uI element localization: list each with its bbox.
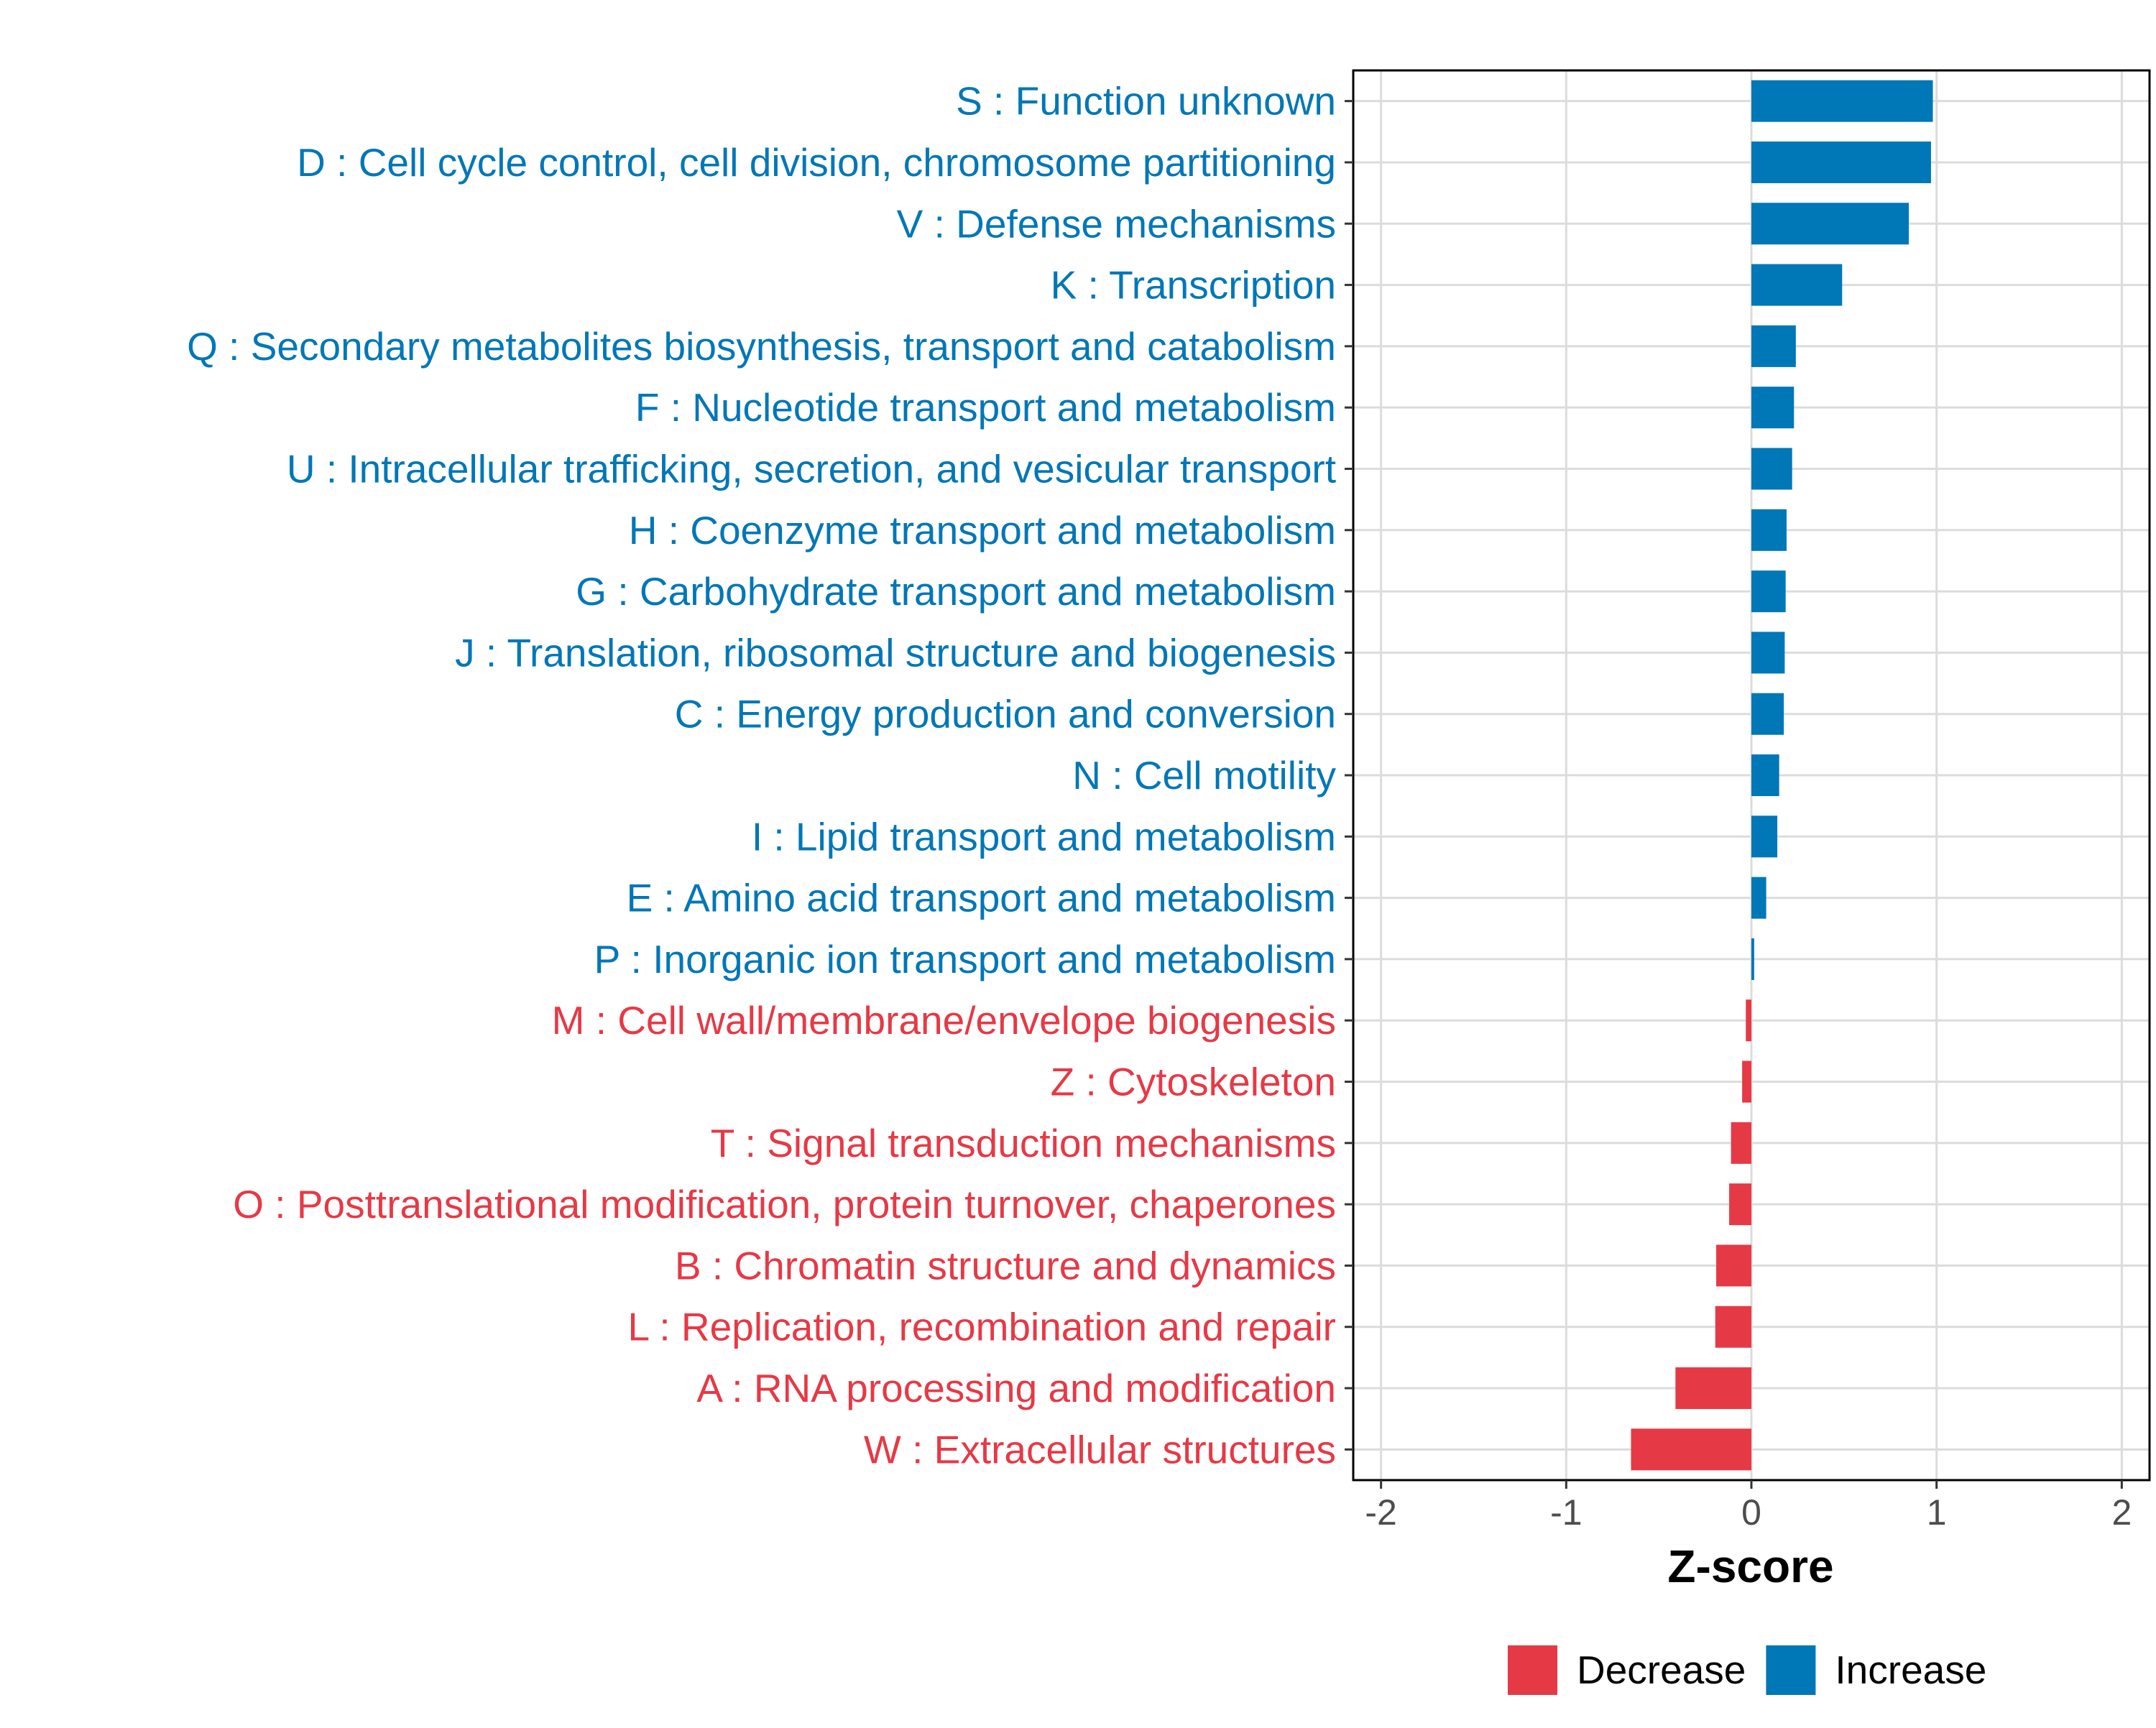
category-label: C : Energy production and conversion bbox=[675, 692, 1336, 736]
bar bbox=[1751, 80, 1933, 122]
category-label: G : Carbohydrate transport and metabolis… bbox=[576, 569, 1336, 614]
category-label: F : Nucleotide transport and metabolism bbox=[635, 385, 1336, 430]
category-label: J : Translation, ribosomal structure and… bbox=[455, 630, 1336, 675]
category-label: D : Cell cycle control, cell division, c… bbox=[297, 140, 1336, 185]
bar bbox=[1746, 999, 1751, 1042]
bar bbox=[1751, 203, 1909, 245]
category-label: Z : Cytoskeleton bbox=[1051, 1060, 1336, 1104]
category-label: I : Lipid transport and metabolism bbox=[752, 814, 1336, 859]
legend-swatch bbox=[1508, 1645, 1557, 1695]
category-label: S : Function unknown bbox=[956, 79, 1336, 124]
category-label: O : Posttranslational modification, prot… bbox=[233, 1182, 1336, 1226]
category-labels: S : Function unknown D : Cell cycle contr… bbox=[187, 79, 1336, 1472]
bar bbox=[1715, 1306, 1751, 1348]
bar bbox=[1751, 754, 1779, 797]
category-label: T : Signal transduction mechanisms bbox=[711, 1121, 1336, 1165]
category-label: A : RNA processing and modification bbox=[696, 1366, 1336, 1410]
x-tick-label: -1 bbox=[1550, 1492, 1582, 1533]
bar bbox=[1751, 264, 1843, 306]
category-label: U : Intracellular trafficking, secretion… bbox=[287, 446, 1336, 491]
bar bbox=[1751, 141, 1931, 183]
bar bbox=[1751, 816, 1778, 858]
legend-label: Decrease bbox=[1577, 1648, 1746, 1692]
bar bbox=[1751, 570, 1786, 613]
legend-label: Increase bbox=[1835, 1648, 1986, 1692]
bar bbox=[1675, 1367, 1751, 1410]
x-tick-label: 2 bbox=[2111, 1492, 2132, 1533]
bar bbox=[1751, 693, 1784, 735]
category-label: V : Defense mechanisms bbox=[897, 201, 1336, 246]
bar bbox=[1751, 632, 1785, 674]
x-tick-label: 1 bbox=[1927, 1492, 1947, 1533]
category-label: M : Cell wall/membrane/envelope biogenes… bbox=[552, 998, 1336, 1043]
category-label: Q : Secondary metabolites biosynthesis, … bbox=[187, 324, 1336, 369]
category-label: L : Replication, recombination and repai… bbox=[628, 1305, 1336, 1349]
bars-layer bbox=[1631, 80, 1933, 1471]
bar bbox=[1751, 448, 1792, 490]
category-label: P : Inorganic ion transport and metaboli… bbox=[594, 937, 1336, 981]
bar bbox=[1742, 1061, 1751, 1103]
bar bbox=[1729, 1183, 1751, 1226]
bar bbox=[1631, 1428, 1751, 1471]
bar bbox=[1716, 1244, 1751, 1287]
category-label: N : Cell motility bbox=[1072, 753, 1336, 798]
bar bbox=[1751, 938, 1754, 980]
bar bbox=[1751, 325, 1796, 367]
legend-swatch bbox=[1766, 1645, 1816, 1695]
category-label: K : Transcription bbox=[1051, 263, 1336, 308]
bar bbox=[1751, 509, 1787, 551]
ticks-layer: -2 -1 0 1 2 bbox=[1345, 100, 2132, 1533]
category-label: W : Extracellular structures bbox=[864, 1427, 1336, 1471]
x-axis-title: Z-score bbox=[1667, 1540, 1833, 1592]
category-label: B : Chromatin structure and dynamics bbox=[675, 1243, 1336, 1288]
legend: Decrease Increase bbox=[1508, 1645, 1986, 1695]
category-label: E : Amino acid transport and metabolism bbox=[627, 876, 1336, 920]
category-label: H : Coenzyme transport and metabolism bbox=[629, 508, 1336, 553]
bar bbox=[1751, 387, 1795, 429]
bar bbox=[1751, 877, 1766, 919]
bar bbox=[1731, 1122, 1751, 1164]
x-tick-label: 0 bbox=[1741, 1492, 1761, 1533]
x-tick-label: -2 bbox=[1365, 1492, 1396, 1533]
